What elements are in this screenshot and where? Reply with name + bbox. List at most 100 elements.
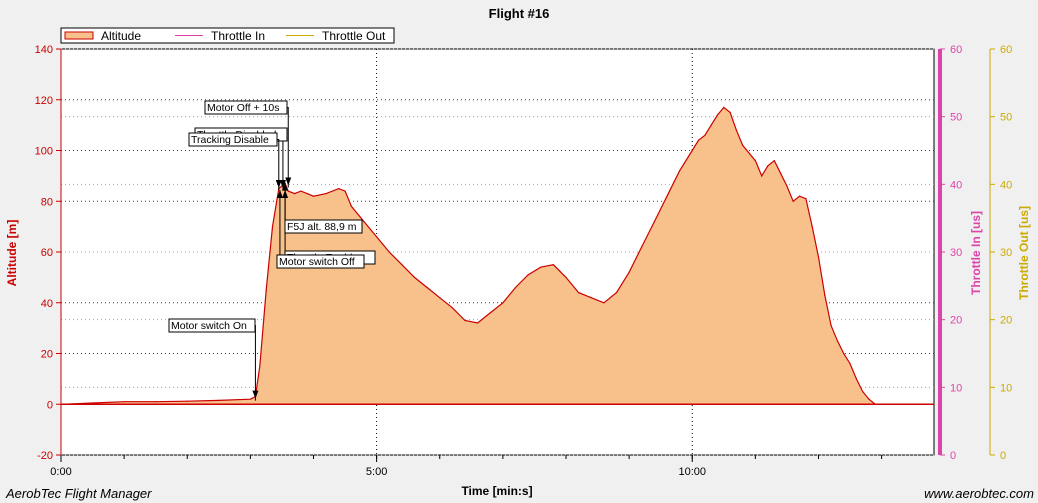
altitude-point — [628, 271, 630, 273]
altitude-point — [691, 149, 693, 152]
altitude-point — [540, 266, 542, 268]
y2-tick-label: 30 — [950, 247, 962, 259]
annotation-box — [276, 254, 365, 269]
altitude-point — [265, 289, 267, 291]
altitude-point — [817, 256, 820, 258]
altitude-point — [666, 195, 668, 197]
altitude-point — [218, 399, 220, 401]
altitude-point — [249, 398, 251, 400]
annotation-arrow — [279, 180, 286, 189]
altitude-point — [92, 402, 94, 404]
altitude-point — [477, 322, 479, 324]
legend-swatch-altitude — [64, 31, 94, 40]
y-axis-label: Altitude [m] — [5, 220, 19, 287]
altitude-point — [376, 236, 378, 238]
altitude-point — [780, 172, 782, 174]
annotation-label: Tracking Disable — [191, 134, 269, 146]
y2-axis-label: Throttle In [us] — [969, 211, 983, 295]
y3-tick-label: 40 — [1000, 179, 1012, 191]
y-tick-label: 120 — [35, 95, 53, 107]
chart-title: Flight #16 — [489, 6, 550, 21]
altitude-point — [401, 264, 403, 266]
altitude-point — [306, 193, 308, 195]
altitude-point — [679, 170, 681, 172]
altitude-point — [514, 286, 517, 289]
y-tick-label: 40 — [41, 298, 53, 310]
altitude-point — [363, 221, 365, 223]
altitude-point — [792, 200, 794, 202]
y-tick-label: 20 — [41, 349, 53, 361]
altitude-point — [552, 264, 555, 266]
y2-tick-label: 40 — [950, 179, 962, 191]
y-tick-label: 100 — [35, 146, 53, 158]
altitude-point — [451, 307, 453, 309]
annotation-box — [284, 219, 363, 234]
y-tick-label: -20 — [37, 450, 53, 462]
altitude-point — [155, 401, 157, 403]
altitude-point — [338, 188, 340, 190]
x-tick-label: 5:00 — [366, 466, 387, 478]
annotations: Motor switch OnThrottle DisabledMotor Of… — [168, 100, 376, 401]
annotation-label: Motor switch Off — [279, 256, 355, 268]
altitude-fill — [61, 107, 934, 405]
footer-left: AerobTec Flight Manager — [5, 486, 152, 501]
altitude-point — [805, 198, 807, 200]
y3-tick-label: 50 — [1000, 112, 1012, 124]
annotation-label: Motor switch On — [171, 320, 247, 332]
altitude-point — [565, 276, 567, 278]
altitude-point — [773, 160, 775, 162]
altitude-point — [697, 139, 700, 141]
annotation-label: F5J alt. 88,9 m — [287, 221, 357, 233]
altitude-point — [590, 297, 592, 299]
altitude-point — [287, 190, 289, 192]
altitude-point — [350, 205, 352, 207]
y3-tick-label: 20 — [1000, 315, 1012, 327]
altitude-point — [824, 294, 826, 296]
altitude-point — [862, 391, 864, 393]
annotation-arrow — [285, 177, 292, 186]
altitude-point — [704, 134, 706, 136]
altitude-point — [786, 185, 788, 187]
altitude-point — [464, 319, 466, 322]
altitude-point — [641, 246, 643, 248]
altitude-point — [767, 165, 769, 167]
annotation-box — [168, 318, 256, 333]
altitude-point — [312, 195, 315, 197]
axes: -20 0 20 40 60 80 100 120 140 0 10 20 30 40 50 60 0 10 20 3… — [35, 44, 1013, 478]
altitude-point — [754, 160, 757, 162]
y3-axis-label: Throttle Out [us] — [1017, 206, 1031, 300]
y2-tick-label: 50 — [950, 112, 962, 124]
altitude-point — [294, 193, 296, 195]
annotation-label: Motor Off + 10s — [207, 102, 279, 114]
x-axis-label: Time [min:s] — [461, 484, 532, 498]
altitude-point — [710, 124, 712, 126]
annotation-box — [204, 100, 288, 115]
y2-tick-label: 60 — [950, 44, 962, 56]
x-tick-label: 0:00 — [50, 466, 71, 478]
y3-tick-label: 60 — [1000, 44, 1012, 56]
y-tick-label: 60 — [41, 247, 53, 259]
annotation-arrow — [275, 180, 282, 189]
y3-tick-label: 10 — [1000, 382, 1012, 394]
annotation-leader — [277, 139, 280, 191]
legend-label: Altitude — [101, 29, 141, 43]
annotation-arrow — [252, 390, 259, 399]
altitude-point — [439, 297, 441, 299]
altitude-point — [489, 312, 491, 314]
altitude-point — [123, 401, 125, 403]
altitude-point — [271, 226, 274, 228]
legend: Altitude Throttle In Throttle Out — [60, 27, 395, 44]
altitude-point — [603, 302, 605, 304]
altitude-point — [761, 175, 763, 177]
altitude-point — [735, 129, 738, 131]
altitude-point — [653, 221, 656, 223]
altitude-point — [527, 274, 529, 276]
annotation-box — [188, 132, 278, 147]
x-tick-label: 10:00 — [678, 466, 706, 478]
altitude-point — [300, 190, 302, 192]
y-tick-label: 80 — [41, 196, 53, 208]
altitude-point — [811, 226, 813, 228]
altitude-point — [836, 340, 839, 342]
altitude-point — [344, 190, 346, 192]
